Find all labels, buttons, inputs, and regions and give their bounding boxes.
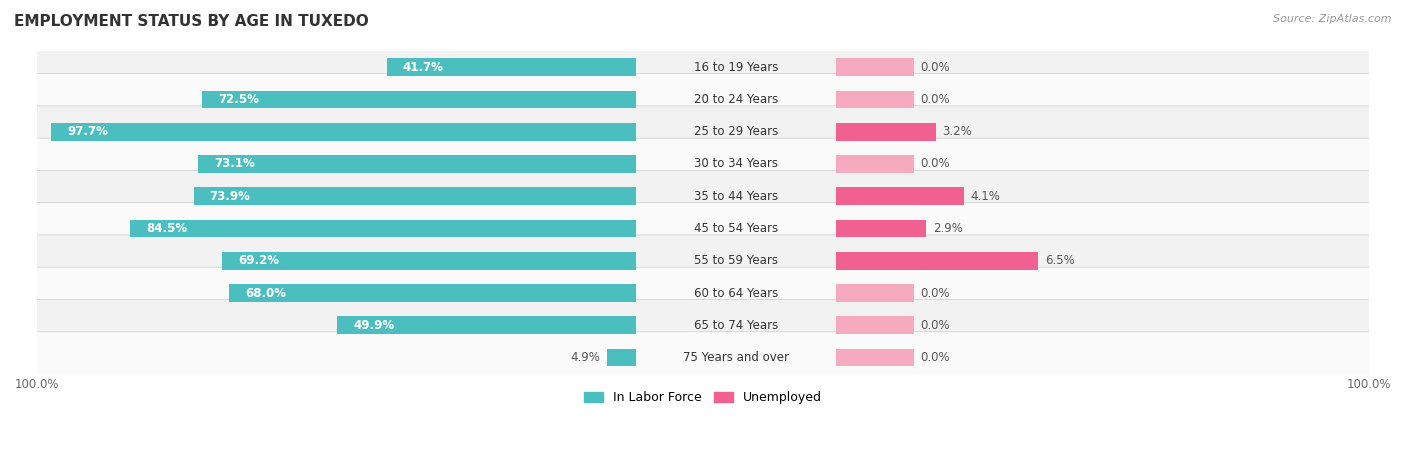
Text: 25 to 29 Years: 25 to 29 Years	[695, 125, 779, 138]
Bar	[837, 90, 914, 108]
Text: 49.9%: 49.9%	[353, 319, 395, 332]
Bar	[837, 349, 914, 366]
FancyBboxPatch shape	[34, 235, 1372, 287]
FancyBboxPatch shape	[34, 171, 1372, 222]
Text: 0.0%: 0.0%	[921, 351, 950, 364]
Text: 0.0%: 0.0%	[921, 158, 950, 171]
Text: 2.9%: 2.9%	[934, 222, 963, 235]
Bar	[837, 123, 935, 140]
Text: 72.5%: 72.5%	[218, 93, 259, 106]
Text: 41.7%: 41.7%	[402, 61, 443, 74]
Text: 73.1%: 73.1%	[214, 158, 254, 171]
Text: 55 to 59 Years: 55 to 59 Years	[695, 254, 779, 267]
Text: 84.5%: 84.5%	[146, 222, 187, 235]
Bar	[837, 155, 914, 173]
Text: 75 Years and over: 75 Years and over	[683, 351, 789, 364]
Text: 4.1%: 4.1%	[970, 190, 1000, 203]
FancyBboxPatch shape	[34, 202, 1372, 254]
Text: 69.2%: 69.2%	[238, 254, 278, 267]
Bar	[837, 252, 1038, 270]
Text: 4.9%: 4.9%	[571, 351, 600, 364]
FancyBboxPatch shape	[34, 300, 1372, 351]
Bar	[837, 284, 914, 302]
Bar	[51, 123, 637, 140]
Text: Source: ZipAtlas.com: Source: ZipAtlas.com	[1274, 14, 1392, 23]
FancyBboxPatch shape	[34, 332, 1372, 383]
Text: 60 to 64 Years: 60 to 64 Years	[695, 287, 779, 300]
Text: 65 to 74 Years: 65 to 74 Years	[695, 319, 779, 332]
Bar	[387, 58, 637, 76]
Text: 0.0%: 0.0%	[921, 93, 950, 106]
Text: 73.9%: 73.9%	[209, 190, 250, 203]
FancyBboxPatch shape	[34, 41, 1372, 93]
Text: 45 to 54 Years: 45 to 54 Years	[695, 222, 779, 235]
Bar	[837, 220, 927, 237]
FancyBboxPatch shape	[34, 74, 1372, 125]
Text: 30 to 34 Years: 30 to 34 Years	[695, 158, 779, 171]
Text: 16 to 19 Years: 16 to 19 Years	[695, 61, 779, 74]
Legend: In Labor Force, Unemployed: In Labor Force, Unemployed	[579, 387, 827, 410]
Text: 97.7%: 97.7%	[67, 125, 108, 138]
Bar	[837, 316, 914, 334]
Bar	[198, 155, 637, 173]
Bar	[337, 316, 637, 334]
Text: 0.0%: 0.0%	[921, 287, 950, 300]
Text: 0.0%: 0.0%	[921, 319, 950, 332]
FancyBboxPatch shape	[34, 267, 1372, 319]
Bar	[607, 349, 637, 366]
Text: 6.5%: 6.5%	[1045, 254, 1074, 267]
Bar	[194, 187, 637, 205]
FancyBboxPatch shape	[34, 138, 1372, 190]
Bar	[837, 187, 963, 205]
Text: 3.2%: 3.2%	[942, 125, 972, 138]
Bar	[837, 58, 914, 76]
Bar	[131, 220, 637, 237]
Text: 0.0%: 0.0%	[921, 61, 950, 74]
Text: 35 to 44 Years: 35 to 44 Years	[695, 190, 779, 203]
FancyBboxPatch shape	[34, 106, 1372, 158]
Text: 20 to 24 Years: 20 to 24 Years	[695, 93, 779, 106]
Text: EMPLOYMENT STATUS BY AGE IN TUXEDO: EMPLOYMENT STATUS BY AGE IN TUXEDO	[14, 14, 368, 28]
Bar	[222, 252, 637, 270]
Bar	[229, 284, 637, 302]
Bar	[202, 90, 637, 108]
Text: 68.0%: 68.0%	[245, 287, 285, 300]
